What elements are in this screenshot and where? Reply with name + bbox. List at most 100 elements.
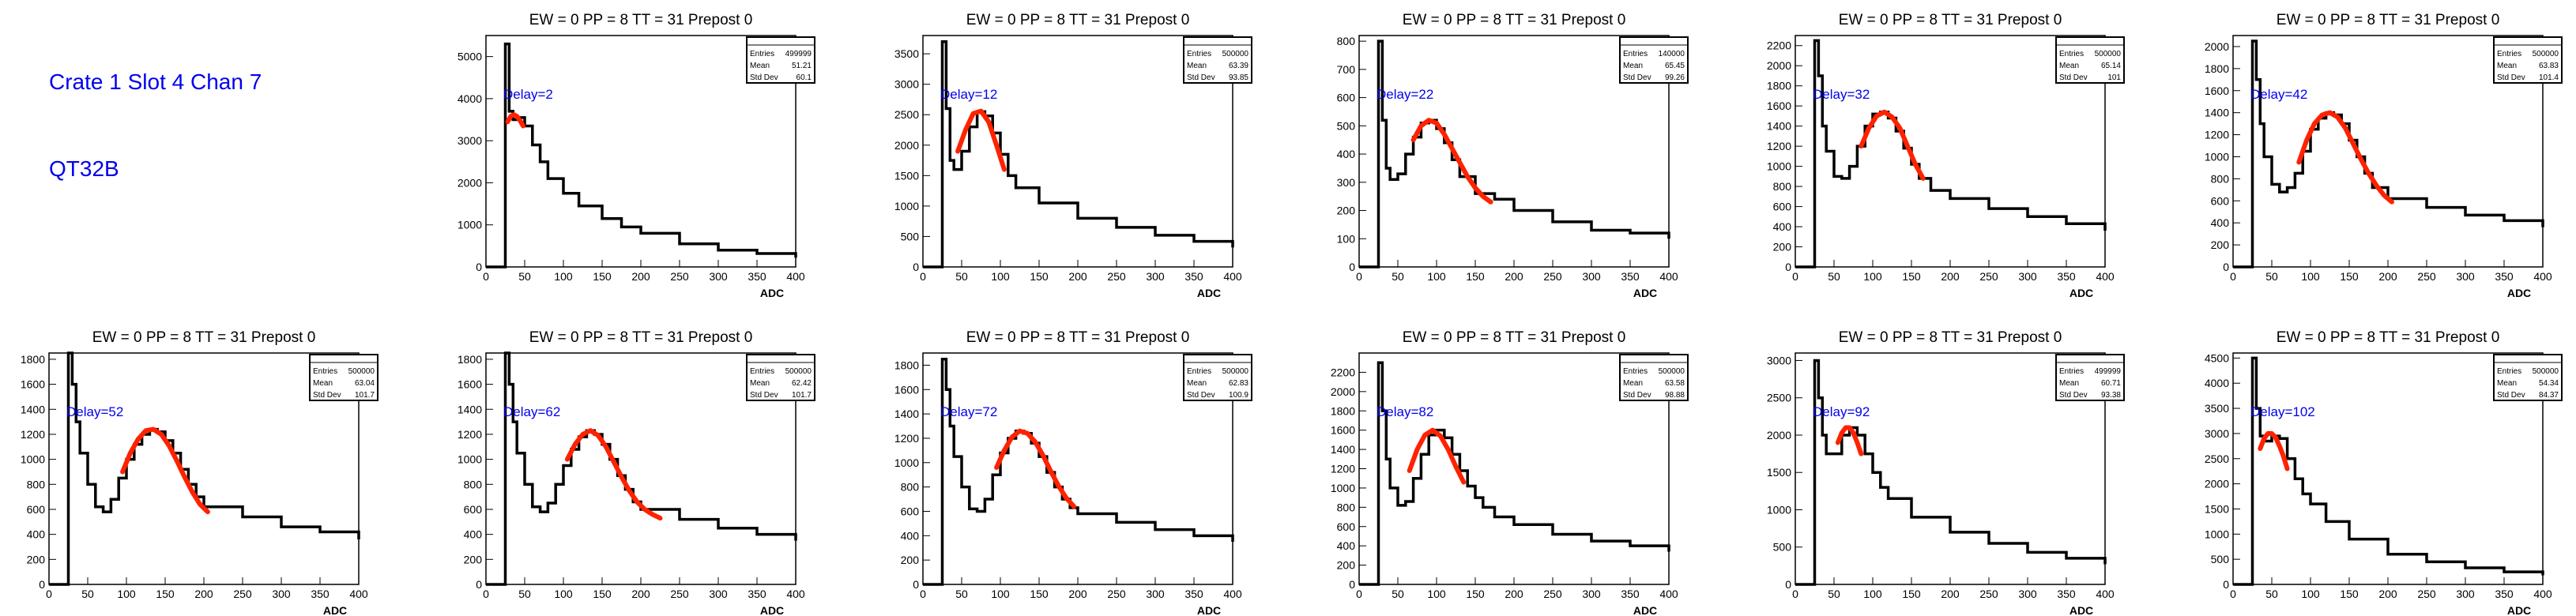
delay-annotation: Delay=92 — [1813, 404, 1870, 419]
y-tick-label: 4000 — [2205, 377, 2229, 389]
x-tick-label: 350 — [1184, 588, 1203, 600]
x-tick-label: 150 — [1466, 270, 1485, 283]
y-tick-label: 600 — [1773, 201, 1792, 213]
x-axis-label: ADC — [760, 604, 784, 616]
histogram-panel-4: EW = 0 PP = 8 TT = 31 Prepost 0 0 200 400 60… — [1767, 12, 2125, 299]
y-tick-label: 2000 — [1331, 385, 1355, 398]
y-tick-label: 2000 — [1767, 59, 1791, 72]
x-tick-label: 250 — [1979, 588, 1998, 600]
x-tick-label: 200 — [1505, 588, 1523, 600]
x-tick-label: 300 — [1582, 588, 1601, 600]
y-tick-label: 1000 — [1767, 503, 1791, 516]
stats-label: Entries — [1187, 367, 1211, 376]
crate-slot-channel-label: Crate 1 Slot 4 Chan 7 — [49, 69, 262, 94]
y-tick-label: 300 — [1337, 176, 1356, 189]
delay-annotation: Delay=32 — [1813, 87, 1870, 102]
x-tick-label: 150 — [1466, 588, 1485, 600]
x-tick-label: 400 — [2533, 588, 2552, 600]
x-tick-label: 0 — [2230, 588, 2236, 600]
y-tick-label: 2500 — [1767, 392, 1791, 404]
delay-annotation: Delay=22 — [1377, 87, 1433, 102]
x-tick-label: 100 — [2301, 588, 2320, 600]
x-axis-label: ADC — [1197, 287, 1221, 299]
stats-label: Std Dev — [313, 391, 341, 400]
x-tick-label: 400 — [1659, 270, 1678, 283]
x-tick-label: 150 — [1030, 270, 1049, 283]
y-tick-label: 1400 — [458, 403, 482, 415]
x-tick-label: 250 — [1107, 588, 1126, 600]
histogram-panel-11: EW = 0 PP = 8 TT = 31 Prepost 0050010001… — [2205, 329, 2563, 616]
stats-label: Std Dev — [2497, 73, 2525, 82]
stats-value: 93.38 — [2101, 391, 2121, 400]
x-tick-label: 400 — [2096, 588, 2115, 600]
y-tick-label: 1600 — [21, 378, 45, 391]
stats-label: Entries — [1623, 367, 1648, 376]
x-tick-label: 300 — [2456, 588, 2475, 600]
x-tick-label: 350 — [748, 270, 766, 283]
x-axis-label: ADC — [1633, 287, 1657, 299]
histogram-series — [2233, 356, 2544, 586]
delay-annotation: Delay=2 — [503, 87, 553, 102]
histogram-panel-9: EW = 0 PP = 8 TT = 31 Prepost 0 0 200 400 60… — [1331, 329, 1689, 616]
stats-value: 62.42 — [792, 379, 812, 388]
x-axis-label: ADC — [2507, 287, 2531, 299]
plot-title: EW = 0 PP = 8 TT = 31 Prepost 0 — [529, 329, 753, 346]
y-tick-label: 200 — [1337, 559, 1356, 572]
x-tick-label: 200 — [631, 270, 650, 283]
y-tick-label: 800 — [1773, 180, 1792, 193]
x-tick-label: 250 — [233, 588, 252, 600]
stats-value: 63.83 — [2539, 62, 2559, 70]
y-tick-label: 1800 — [1331, 404, 1355, 417]
y-tick-label: 1000 — [894, 200, 919, 212]
y-tick-label: 200 — [901, 554, 920, 566]
x-tick-label: 300 — [709, 588, 728, 600]
y-tick-label: 400 — [1773, 220, 1792, 233]
y-tick-label: 1600 — [1331, 424, 1355, 437]
x-tick-label: 200 — [1068, 588, 1087, 600]
y-tick-label: 400 — [2211, 216, 2230, 229]
plot-title: EW = 0 PP = 8 TT = 31 Prepost 0 — [1403, 12, 1626, 28]
delay-annotation: Delay=102 — [2250, 404, 2315, 419]
gaussian-fit-curve — [2296, 110, 2394, 205]
board-type-label: QT32B — [49, 156, 119, 181]
y-tick-label: 200 — [464, 553, 483, 565]
y-tick-label: 800 — [2211, 172, 2230, 185]
stats-label: Mean — [2497, 62, 2517, 70]
x-tick-label: 100 — [1427, 588, 1446, 600]
x-axis-label: ADC — [2507, 604, 2531, 616]
histogram-panel-6: EW = 0 PP = 8 TT = 31 Prepost 0 0 200 400 60… — [21, 329, 378, 616]
stats-label: Mean — [2059, 62, 2079, 70]
y-tick-label: 600 — [901, 505, 920, 517]
stats-value: 51.21 — [792, 62, 812, 70]
x-tick-label: 250 — [1543, 588, 1562, 600]
stats-value: 500000 — [1659, 367, 1685, 376]
y-tick-label: 1200 — [1767, 140, 1791, 152]
stats-label: Entries — [1187, 50, 1211, 58]
x-axis-label: ADC — [323, 604, 347, 616]
x-tick-label: 350 — [2495, 270, 2514, 283]
y-tick-label: 2000 — [458, 176, 482, 189]
x-tick-label: 150 — [2340, 588, 2359, 600]
stats-value: 500000 — [785, 367, 812, 376]
plot-title: EW = 0 PP = 8 TT = 31 Prepost 0 — [1403, 329, 1626, 346]
y-tick-label: 500 — [1773, 541, 1792, 554]
stats-value: 98.88 — [1665, 391, 1685, 400]
gaussian-fit-curve — [120, 426, 210, 515]
stats-value: 65.45 — [1665, 62, 1685, 70]
x-tick-label: 50 — [518, 270, 531, 283]
y-tick-label: 3000 — [2205, 427, 2229, 440]
stats-value: 101.7 — [792, 391, 812, 400]
x-tick-label: 350 — [2057, 588, 2076, 600]
x-axis-label: ADC — [1633, 604, 1657, 616]
y-tick-label: 600 — [1337, 92, 1356, 104]
stats-label: Entries — [750, 50, 774, 58]
x-tick-label: 250 — [1107, 270, 1126, 283]
y-tick-label: 1600 — [894, 383, 919, 396]
delay-annotation: Delay=72 — [940, 404, 997, 419]
y-tick-label: 1000 — [2205, 150, 2229, 163]
x-tick-label: 100 — [1427, 270, 1446, 283]
x-tick-label: 0 — [1792, 270, 1798, 283]
gaussian-fit-curve — [1859, 109, 1926, 181]
stats-label: Std Dev — [1623, 73, 1651, 82]
